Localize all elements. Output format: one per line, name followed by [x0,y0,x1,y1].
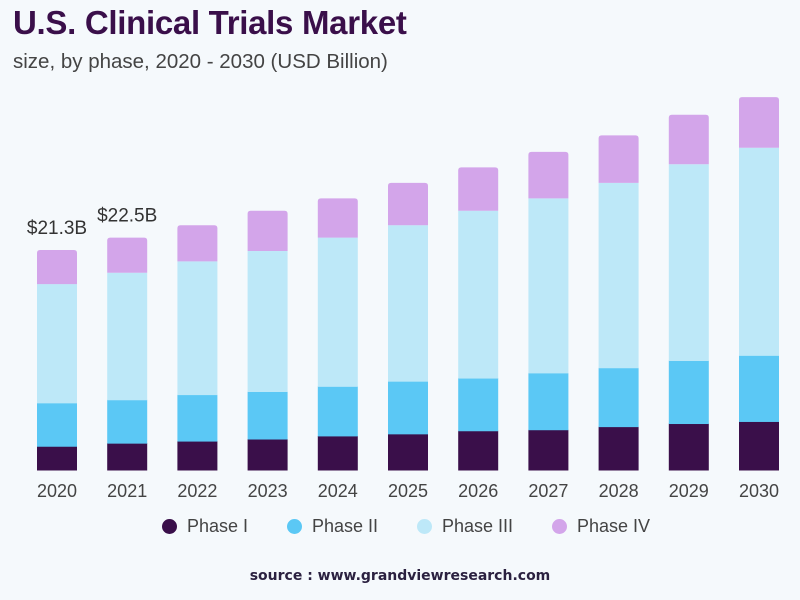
bar-2025-phase-i [388,433,428,471]
bar-2028-phase-ii [598,367,639,428]
legend-dot-icon [287,519,302,534]
bar-group-2026 [458,167,499,471]
bar-2021-phase-iii [107,272,148,401]
x-tick-label: 2030 [739,481,779,501]
bar-2024-phase-iv [317,198,358,238]
bar-group-2028 [598,135,639,471]
source-label: source : www.grandviewresearch.com [249,568,551,584]
x-tick-label: 2028 [599,481,639,501]
legend-dot-icon [552,519,567,534]
x-tick-label: 2020 [37,481,77,501]
bar-2023-phase-iv [247,210,288,252]
x-tick-label: 2026 [458,481,498,501]
bar-2025-phase-iv [388,182,428,226]
bar-2022-phase-iv [177,225,218,262]
bar-2027-phase-ii [528,372,569,431]
legend-dot-icon [417,519,432,534]
bar-group-2020 [37,250,77,471]
x-tick-label: 2023 [248,481,288,501]
bar-2026-phase-iii [458,210,499,379]
bar-2030-phase-iii [739,147,779,356]
bar-2030-phase-i [739,421,779,471]
chart-subtitle: size, by phase, 2020 - 2030 (USD Billion… [13,50,388,73]
bar-group-2024 [317,198,358,471]
bar-group-2030 [739,97,779,471]
bar-2022-phase-i [177,441,218,471]
bar-2026-phase-iv [458,167,499,211]
legend: Phase I Phase II Phase III Phase IV [0,516,800,540]
x-tick-label: 2024 [318,481,358,501]
bar-2023-phase-iii [247,251,288,393]
bar-2029-phase-ii [668,360,709,425]
legend-label: Phase II [312,516,379,536]
bar-group-2027 [528,151,569,471]
bar-2029-phase-i [668,423,709,471]
bar-2020-phase-i [37,446,77,471]
bar-2025-phase-ii [388,381,428,435]
bar-2030-phase-ii [739,355,779,422]
bar-2024-phase-iii [317,237,358,387]
chart-title: U.S. Clinical Trials Market [13,4,407,41]
legend-dot-icon [162,519,177,534]
bar-2024-phase-ii [317,386,358,437]
bar-2021-phase-ii [107,399,148,444]
bar-group-2021 [107,237,148,471]
legend-item-phase-ii: Phase II [287,516,378,537]
x-tick-label: 2022 [177,481,217,501]
legend-label: Phase I [187,516,249,536]
bar-2028-phase-iii [598,182,639,369]
bar-2027-phase-iv [528,151,569,199]
bar-group-2025 [388,182,428,471]
data-label-2021: $22.5B [97,206,157,227]
legend-label: Phase III [442,516,514,536]
bar-group-2023 [247,210,288,471]
bar-2020-phase-ii [37,402,77,447]
legend-label: Phase IV [577,516,651,536]
bar-group-2029 [668,114,709,471]
data-label-2020: $21.3B [27,218,87,239]
bar-2028-phase-i [598,426,639,471]
x-tick-label: 2027 [528,481,568,501]
bar-2026-phase-ii [458,378,499,432]
legend-item-phase-iv: Phase IV [552,516,650,537]
bar-2026-phase-i [458,430,499,471]
bar-2023-phase-ii [247,391,288,440]
stacked-bar-chart: 2020 2021 2022 2023 2024 2025 2026 2027 2028 2029… [27,97,779,501]
bar-2021-phase-iv [107,237,148,273]
bar-2025-phase-iii [388,225,428,382]
bar-group-2022 [177,225,218,471]
x-tick-label: 2021 [107,481,147,501]
bar-2020-phase-iv [37,250,77,285]
bar-2023-phase-i [247,439,288,471]
bar-2027-phase-i [528,429,569,471]
bar-2028-phase-iv [598,135,639,183]
bar-2020-phase-iii [37,284,77,404]
bar-2024-phase-i [317,435,358,471]
bar-2030-phase-iv [739,97,779,148]
bar-2029-phase-iii [668,164,709,362]
bar-2022-phase-iii [177,261,218,396]
x-tick-label: 2029 [669,481,709,501]
legend-item-phase-iii: Phase III [417,516,513,537]
bar-2022-phase-ii [177,394,218,442]
bar-2029-phase-iv [668,114,709,165]
legend-item-phase-i: Phase I [162,516,248,537]
x-tick-label: 2025 [388,481,428,501]
bar-2027-phase-iii [528,198,569,374]
bar-2021-phase-i [107,443,148,471]
